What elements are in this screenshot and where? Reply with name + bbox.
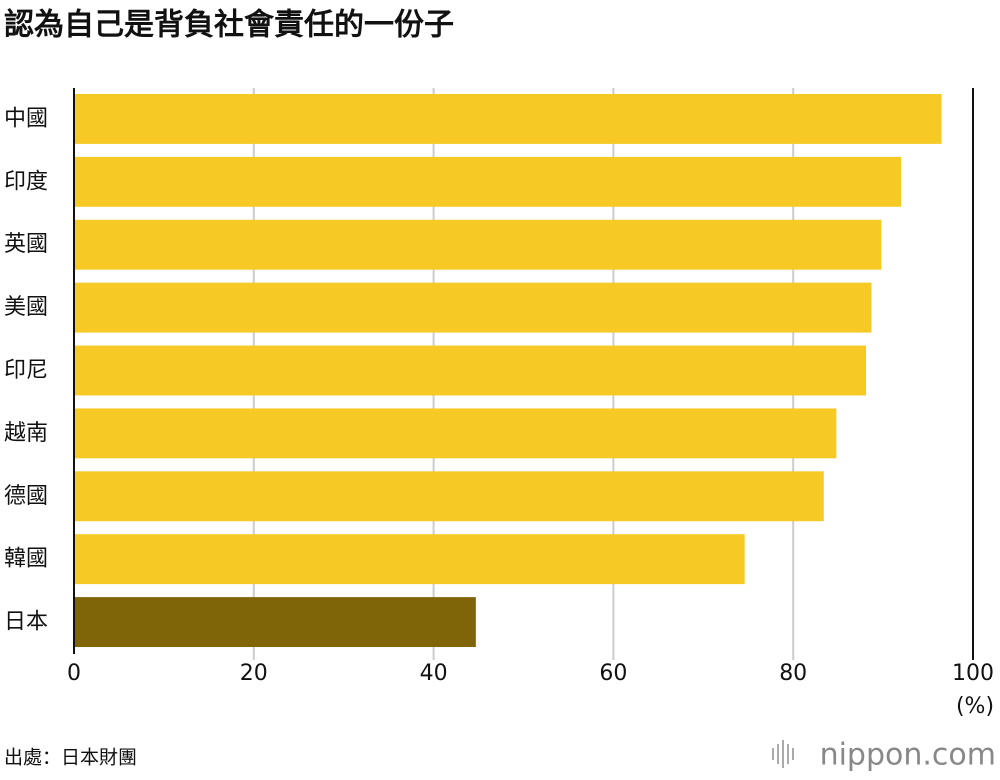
y-tick-label: 印尼 [4,358,48,383]
bar [74,94,942,144]
y-tick-label: 日本 [4,610,48,635]
x-tick-label: 20 [240,661,268,686]
x-tick-label: 100 [952,661,994,686]
x-tick-label: 60 [599,661,627,686]
x-unit: (%) [956,694,994,719]
y-tick-label: 印度 [4,169,48,194]
y-tick-label: 韓國 [4,547,48,572]
bar [74,597,476,647]
y-tick-label: 中國 [4,106,48,131]
y-tick-label: 美國 [4,295,48,320]
chart-title: 認為自己是背負社會責任的一份子 [4,8,454,43]
bar [74,282,872,333]
bar [74,345,867,396]
bar [74,219,882,270]
x-tick-label: 0 [67,661,81,686]
x-tick-label: 40 [420,661,448,686]
bar [74,156,902,207]
y-tick-label: 越南 [4,421,48,446]
y-tick-label: 德國 [4,484,48,509]
bar [74,471,824,522]
logo: nippon.com [820,738,996,773]
x-tick-label: 80 [779,661,807,686]
bar [74,408,837,459]
logo-icon [772,740,794,768]
source: 出處：日本財團 [4,747,137,769]
y-tick-label: 英國 [4,232,48,257]
bar [74,534,745,585]
